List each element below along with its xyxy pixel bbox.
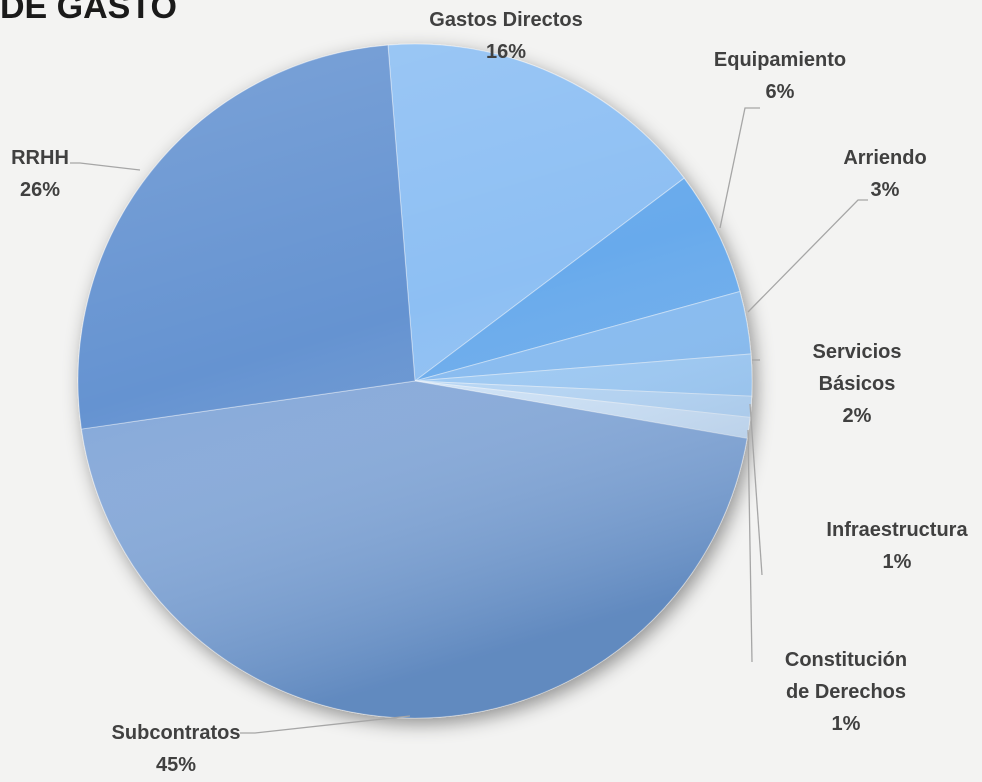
leader-line <box>747 429 753 663</box>
data-label: Gastos Directos 16% <box>429 4 582 68</box>
category-label: Infraestructura <box>826 519 968 541</box>
data-label: Subcontratos 45% <box>112 717 241 781</box>
data-label: RRHH 26% <box>11 142 69 206</box>
category-label: Equipamiento <box>713 49 847 71</box>
value-label: 45% <box>155 754 197 776</box>
value-label: 6% <box>765 81 795 103</box>
value-label: 2% <box>842 405 872 427</box>
category-label: Constitución de Derechos <box>784 649 908 703</box>
value-label: 16% <box>485 41 527 63</box>
data-label: Equipamiento 6% <box>714 44 846 108</box>
pie-slice <box>80 380 748 719</box>
data-label: Infraestructura 1% <box>826 514 967 578</box>
leader-line <box>719 107 760 229</box>
leader-line <box>749 403 763 576</box>
value-label: 3% <box>870 179 900 201</box>
leader-line <box>747 199 868 313</box>
leader-line <box>240 715 411 734</box>
value-label: 1% <box>882 551 912 573</box>
category-label: Subcontratos <box>111 722 241 744</box>
category-label: Arriendo <box>843 147 927 169</box>
leader-line <box>70 162 141 171</box>
pie-slice <box>77 44 416 430</box>
value-label: 26% <box>19 179 61 201</box>
category-label: Servicios Básicos <box>812 341 902 395</box>
category-label: RRHH <box>11 147 69 169</box>
category-label: Gastos Directos <box>429 9 583 31</box>
data-label: Servicios Básicos 2% <box>795 336 920 432</box>
data-label: Arriendo 3% <box>843 142 926 206</box>
data-label: Constitución de Derechos 1% <box>778 644 914 740</box>
chart-title: DE GASTO <box>0 0 177 26</box>
value-label: 1% <box>831 713 861 735</box>
